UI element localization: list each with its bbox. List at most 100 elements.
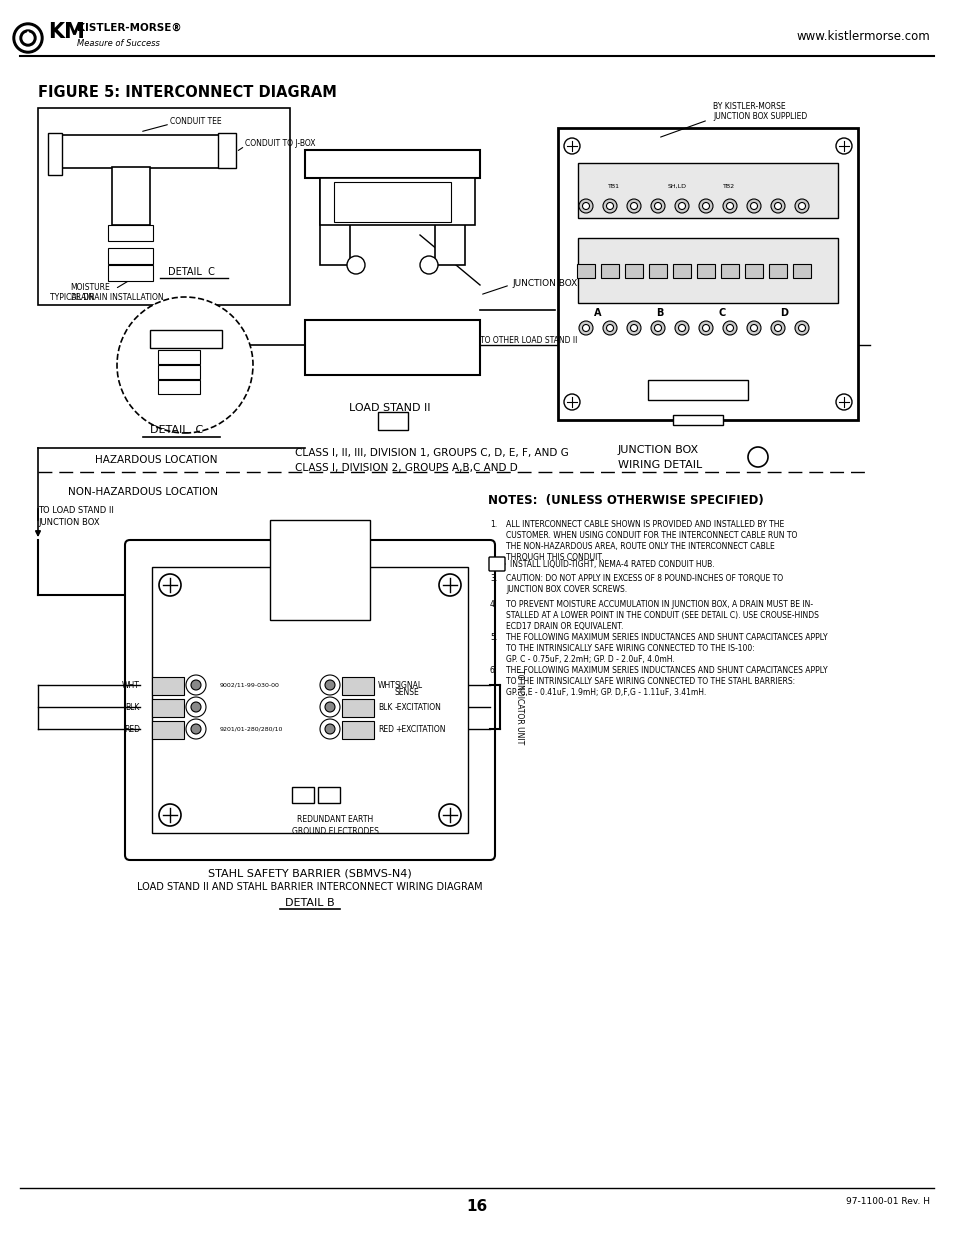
Text: DRAIN: DRAIN — [70, 293, 94, 301]
Text: CLASS I, II, III, DIVISION 1, GROUPS C, D, E, F, AND G: CLASS I, II, III, DIVISION 1, GROUPS C, … — [294, 448, 568, 458]
Circle shape — [13, 23, 43, 53]
Circle shape — [582, 203, 589, 210]
FancyBboxPatch shape — [108, 248, 152, 264]
FancyBboxPatch shape — [60, 135, 220, 168]
Circle shape — [630, 325, 637, 331]
Text: THE FOLLOWING MAXIMUM SERIES INDUCTANCES AND SHUNT CAPACITANCES APPLY
TO THE INT: THE FOLLOWING MAXIMUM SERIES INDUCTANCES… — [505, 666, 827, 698]
Circle shape — [654, 325, 660, 331]
Circle shape — [438, 574, 460, 597]
Circle shape — [650, 199, 664, 212]
Circle shape — [117, 296, 253, 433]
Circle shape — [626, 199, 640, 212]
Text: SH,LD: SH,LD — [667, 184, 686, 189]
Text: JUNCTION BOX: JUNCTION BOX — [38, 517, 99, 526]
Text: HAZARDOUS LOCATION: HAZARDOUS LOCATION — [95, 454, 217, 466]
Text: CONDUIT TEE: CONDUIT TEE — [170, 116, 221, 126]
Circle shape — [606, 203, 613, 210]
Circle shape — [319, 719, 339, 739]
Circle shape — [347, 256, 365, 274]
Text: CLASS I, DIVISION 2, GROUPS A,B,C AND D: CLASS I, DIVISION 2, GROUPS A,B,C AND D — [294, 463, 517, 473]
Text: 3.: 3. — [490, 574, 497, 583]
Circle shape — [419, 256, 437, 274]
Circle shape — [774, 203, 781, 210]
FancyBboxPatch shape — [558, 128, 857, 420]
FancyBboxPatch shape — [648, 264, 666, 278]
Circle shape — [630, 203, 637, 210]
Text: D: D — [780, 308, 787, 317]
Text: 6.: 6. — [490, 666, 497, 676]
Circle shape — [16, 26, 40, 49]
Circle shape — [774, 325, 781, 331]
FancyBboxPatch shape — [341, 677, 374, 695]
Circle shape — [602, 199, 617, 212]
FancyBboxPatch shape — [489, 557, 504, 571]
Text: CONDUIT TO J-BOX: CONDUIT TO J-BOX — [245, 138, 315, 147]
Circle shape — [798, 325, 804, 331]
Text: 1.: 1. — [490, 520, 497, 529]
Circle shape — [750, 203, 757, 210]
Bar — [38, 107, 290, 305]
Circle shape — [563, 394, 579, 410]
FancyBboxPatch shape — [152, 721, 184, 739]
Circle shape — [438, 804, 460, 826]
Text: JUNCTION BOX: JUNCTION BOX — [512, 279, 577, 288]
Circle shape — [325, 724, 335, 734]
Text: KM: KM — [48, 22, 85, 42]
Circle shape — [186, 719, 206, 739]
Text: THE FOLLOWING MAXIMUM SERIES INDUCTANCES AND SHUNT CAPACITANCES APPLY
TO THE INT: THE FOLLOWING MAXIMUM SERIES INDUCTANCES… — [505, 634, 827, 664]
Circle shape — [770, 321, 784, 335]
Text: 16: 16 — [466, 1199, 487, 1214]
Circle shape — [602, 321, 617, 335]
Circle shape — [563, 138, 579, 154]
FancyBboxPatch shape — [125, 540, 495, 860]
Circle shape — [746, 321, 760, 335]
Circle shape — [578, 199, 593, 212]
Text: WHT: WHT — [122, 680, 140, 689]
Circle shape — [675, 321, 688, 335]
Circle shape — [626, 321, 640, 335]
Text: LOAD STAND II: LOAD STAND II — [349, 403, 431, 412]
Circle shape — [746, 199, 760, 212]
Text: TB2: TB2 — [722, 184, 735, 189]
Circle shape — [319, 676, 339, 695]
Circle shape — [582, 325, 589, 331]
FancyBboxPatch shape — [112, 167, 150, 225]
FancyBboxPatch shape — [305, 320, 479, 375]
FancyBboxPatch shape — [319, 178, 350, 266]
Text: BLK: BLK — [377, 703, 392, 711]
FancyBboxPatch shape — [435, 178, 464, 266]
FancyBboxPatch shape — [647, 380, 747, 400]
Text: BY KISTLER-MORSE: BY KISTLER-MORSE — [712, 101, 785, 110]
FancyBboxPatch shape — [578, 238, 837, 303]
FancyBboxPatch shape — [334, 182, 451, 222]
FancyBboxPatch shape — [341, 721, 374, 739]
Text: A: A — [594, 308, 601, 317]
FancyBboxPatch shape — [720, 264, 739, 278]
Circle shape — [191, 680, 201, 690]
Text: TB1: TB1 — [607, 184, 619, 189]
FancyBboxPatch shape — [624, 264, 642, 278]
FancyBboxPatch shape — [744, 264, 762, 278]
Text: 5.: 5. — [490, 634, 497, 642]
Circle shape — [159, 804, 181, 826]
Circle shape — [794, 321, 808, 335]
Text: 2: 2 — [754, 452, 760, 462]
Circle shape — [319, 697, 339, 718]
Circle shape — [750, 325, 757, 331]
Circle shape — [794, 199, 808, 212]
Text: BLK: BLK — [126, 703, 140, 711]
Text: TO INDICATOR UNIT: TO INDICATOR UNIT — [515, 669, 523, 745]
Text: KISTLER-MORSE®: KISTLER-MORSE® — [77, 23, 181, 33]
Circle shape — [159, 574, 181, 597]
Circle shape — [798, 203, 804, 210]
Text: LOAD STAND II AND STAHL BARRIER INTERCONNECT WIRING DIAGRAM: LOAD STAND II AND STAHL BARRIER INTERCON… — [137, 882, 482, 892]
FancyBboxPatch shape — [768, 264, 786, 278]
FancyBboxPatch shape — [600, 264, 618, 278]
Circle shape — [23, 33, 33, 43]
Circle shape — [675, 199, 688, 212]
Text: -EXCITATION: -EXCITATION — [395, 703, 441, 711]
Circle shape — [650, 321, 664, 335]
Text: DETAIL B: DETAIL B — [285, 898, 335, 908]
Circle shape — [678, 325, 685, 331]
Circle shape — [835, 138, 851, 154]
